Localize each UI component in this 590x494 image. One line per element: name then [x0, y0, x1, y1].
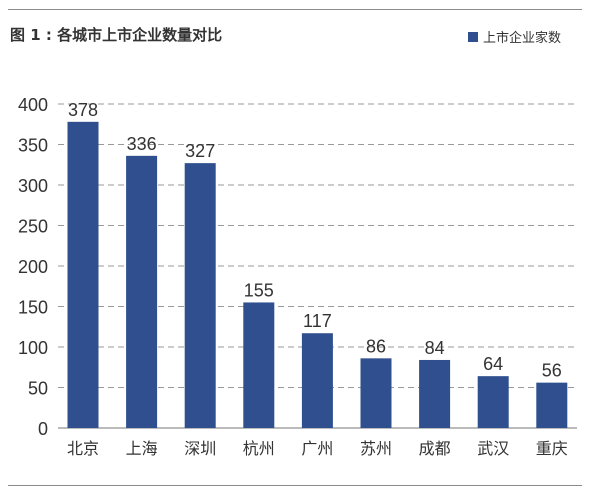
top-rule — [8, 9, 582, 10]
data-label: 378 — [68, 100, 98, 120]
chart-title: 图 1 : 各城市上市企业数量对比 — [10, 26, 223, 44]
y-tick-label: 400 — [18, 95, 48, 115]
y-tick-label: 350 — [18, 136, 48, 156]
x-tick-label: 成都 — [419, 439, 451, 458]
data-label: 336 — [127, 134, 157, 154]
bar — [67, 121, 99, 428]
y-tick-label: 0 — [38, 419, 48, 439]
y-tick-label: 50 — [28, 379, 48, 399]
data-label: 64 — [483, 354, 503, 374]
y-tick-label: 300 — [18, 176, 48, 196]
data-label: 84 — [425, 338, 445, 358]
legend: 上市企业家数 — [468, 27, 561, 46]
data-label: 56 — [542, 361, 562, 381]
x-tick-label: 重庆 — [536, 439, 568, 458]
legend-label: 上市企业家数 — [483, 31, 562, 46]
y-tick-label: 150 — [18, 298, 48, 318]
legend-swatch — [468, 31, 478, 42]
x-tick-label: 深圳 — [184, 439, 216, 458]
bottom-rule — [8, 485, 582, 486]
data-label: 117 — [303, 311, 332, 331]
x-tick-label: 苏州 — [360, 439, 392, 458]
bar — [126, 155, 158, 428]
x-tick-label: 北京 — [67, 439, 99, 458]
y-tick-label: 100 — [18, 338, 48, 358]
bar — [360, 358, 392, 428]
data-label: 327 — [185, 141, 215, 161]
bar — [536, 382, 568, 428]
x-tick-label: 广州 — [301, 439, 333, 458]
bar — [477, 376, 509, 428]
data-label: 86 — [366, 336, 386, 356]
bar — [419, 359, 451, 428]
bar — [184, 163, 216, 428]
bar — [243, 302, 275, 428]
x-tick-label: 上海 — [126, 439, 158, 458]
data-label: 155 — [244, 280, 274, 300]
x-tick-label: 杭州 — [243, 439, 275, 458]
y-tick-label: 200 — [18, 257, 48, 277]
x-tick-label: 武汉 — [477, 439, 509, 458]
y-tick-label: 250 — [18, 217, 48, 237]
bar — [301, 333, 333, 428]
